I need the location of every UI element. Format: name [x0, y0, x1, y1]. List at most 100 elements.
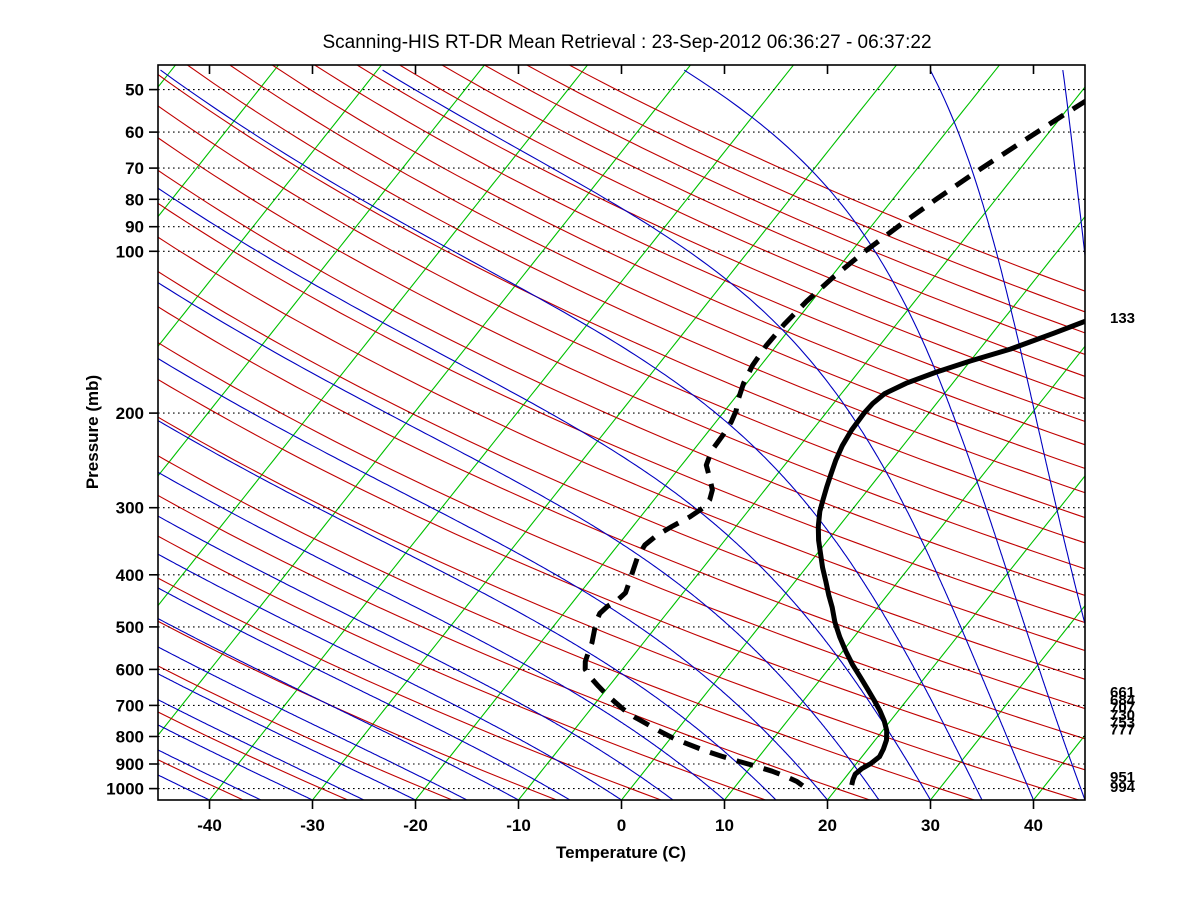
- x-tick-label--20: -20: [403, 816, 428, 835]
- isotherm-line--90: [158, 65, 279, 218]
- right-annotation-753: 753: [1110, 714, 1135, 731]
- moist-adiabat-line--35: [158, 749, 262, 800]
- moist-adiabat-line--20: [158, 673, 416, 800]
- dry-adiabat-line-50: [158, 378, 1085, 771]
- isotherm-line-20: [827, 474, 1085, 800]
- isotherm-line--40: [209, 65, 794, 800]
- dry-adiabat-line-80: [158, 270, 1085, 680]
- moist-adiabat-line--25: [158, 699, 365, 800]
- x-tick-label-20: 20: [818, 816, 837, 835]
- dry-adiabat-line-130: [158, 105, 1085, 544]
- x-tick-label--30: -30: [300, 816, 325, 835]
- y-tick-label-70: 70: [125, 159, 144, 178]
- plot-frame: [157, 64, 1086, 801]
- right-annotation-707: 707: [1110, 700, 1135, 717]
- moist-adiabat-line-10: [158, 471, 725, 800]
- moist-adiabat-line-45: [683, 69, 1085, 800]
- isotherm-line-10: [724, 345, 1085, 800]
- isotherm-line--70: [158, 65, 485, 477]
- dry-adiabat-line-20: [158, 494, 871, 800]
- dry-adiabat-line--20: [158, 665, 453, 800]
- moist-adiabat-line-30: [158, 187, 931, 800]
- right-annotation-730: 730: [1110, 707, 1135, 724]
- right-annotation-994: 994: [1110, 779, 1136, 796]
- x-tick-label-40: 40: [1024, 816, 1043, 835]
- y-tick-label-500: 500: [116, 618, 144, 637]
- y-tick-label-400: 400: [116, 566, 144, 585]
- y-tick-label-200: 200: [116, 404, 144, 423]
- moist-adiabat-line--5: [158, 587, 571, 800]
- dry-adiabat-line-190: [356, 65, 1085, 400]
- y-tick-label-50: 50: [125, 81, 144, 100]
- y-tick-label-700: 700: [116, 696, 144, 715]
- y-tick-label-80: 80: [125, 190, 144, 209]
- y-tick-label-900: 900: [116, 755, 144, 774]
- right-annotation-684: 684: [1110, 692, 1136, 709]
- dry-adiabat-line-210: [441, 65, 1085, 356]
- isotherm-line--60: [158, 65, 588, 607]
- right-annotation-661: 661: [1110, 684, 1135, 701]
- y-axis-title: Pressure (mb): [83, 375, 102, 489]
- x-tick-label-10: 10: [715, 816, 734, 835]
- x-axis-title: Temperature (C): [556, 843, 686, 862]
- dry-adiabat-line-240: [569, 65, 1085, 292]
- moist-adiabat-line--10: [158, 617, 519, 800]
- y-axis-tick-labels: 50 60 70 80 90 100 200 300 400 500 600 700 800 900 100…: [106, 81, 144, 799]
- moist-adiabat-line-20: [158, 357, 828, 800]
- dry-adiabat-line-170: [271, 65, 1085, 446]
- dry-adiabat-line-180: [314, 65, 1085, 423]
- dry-adiabat-line-60: [158, 342, 1085, 740]
- chart-title: Scanning-HIS RT-DR Mean Retrieval : 23-S…: [322, 32, 931, 53]
- dry-adiabat-line-220: [484, 65, 1085, 334]
- y-tick-label-90: 90: [125, 218, 144, 237]
- isotherm-line--20: [415, 65, 1000, 800]
- dry-adiabat-line-70: [158, 306, 1085, 710]
- dry-adiabat-line-110: [158, 169, 1085, 597]
- dry-adiabat-line-150: [187, 65, 1085, 494]
- dry-adiabat-line-90: [158, 236, 1085, 652]
- dry-adiabat-line-10: [158, 535, 766, 800]
- isotherm-line--10: [518, 86, 1085, 800]
- moist-adiabat-line-35: [160, 69, 983, 800]
- y-tick-label-800: 800: [116, 728, 144, 747]
- isotherm-line--30: [312, 65, 897, 800]
- right-annotation-777: 777: [1110, 722, 1135, 739]
- moist-adiabat-line--15: [158, 646, 468, 800]
- moist-adiabat-line-40: [382, 69, 1034, 800]
- isotherm-line--80: [158, 65, 382, 348]
- dry-adiabat-line--10: [158, 620, 557, 800]
- dry-adiabat-line-0: [158, 577, 662, 800]
- y-tick-label-300: 300: [116, 499, 144, 518]
- x-axis-tick-labels: -40 -30 -20 -10 0 10 20 30 40: [197, 816, 1043, 835]
- dry-adiabat-line-30: [158, 455, 975, 800]
- moist-adiabat-line-0: [158, 553, 622, 800]
- dry-adiabat-line-40: [158, 416, 1079, 800]
- isotherm-line--50: [158, 65, 691, 737]
- dry-adiabat-line-160: [229, 65, 1085, 470]
- moist-adiabat-line-25: [158, 282, 880, 800]
- x-tick-label--10: -10: [506, 816, 531, 835]
- x-tick-label-0: 0: [617, 816, 626, 835]
- y-tick-label-60: 60: [125, 123, 144, 142]
- dry-adiabat-line-120: [158, 137, 1085, 570]
- y-tick-label-1000: 1000: [106, 780, 144, 799]
- y-tick-label-100: 100: [116, 242, 144, 261]
- moist-adiabat-line--30: [158, 724, 313, 800]
- right-annotation-951: 951: [1110, 769, 1135, 786]
- axis-ticks: [149, 65, 1035, 809]
- y-tick-label-600: 600: [116, 660, 144, 679]
- x-tick-label--40: -40: [197, 816, 222, 835]
- x-tick-label-30: 30: [921, 816, 940, 835]
- profile-dewpoint: [582, 98, 1085, 788]
- right-annotation-133: 133: [1110, 310, 1135, 327]
- profile-temperature: [815, 318, 1085, 786]
- moist-adiabat-line-50: [929, 69, 1085, 627]
- dry-adiabat-line-230: [526, 65, 1085, 313]
- sounding-profiles: [582, 98, 1085, 788]
- dry-adiabat-line-200: [399, 65, 1085, 377]
- moist-adiabat-line-15: [158, 419, 777, 800]
